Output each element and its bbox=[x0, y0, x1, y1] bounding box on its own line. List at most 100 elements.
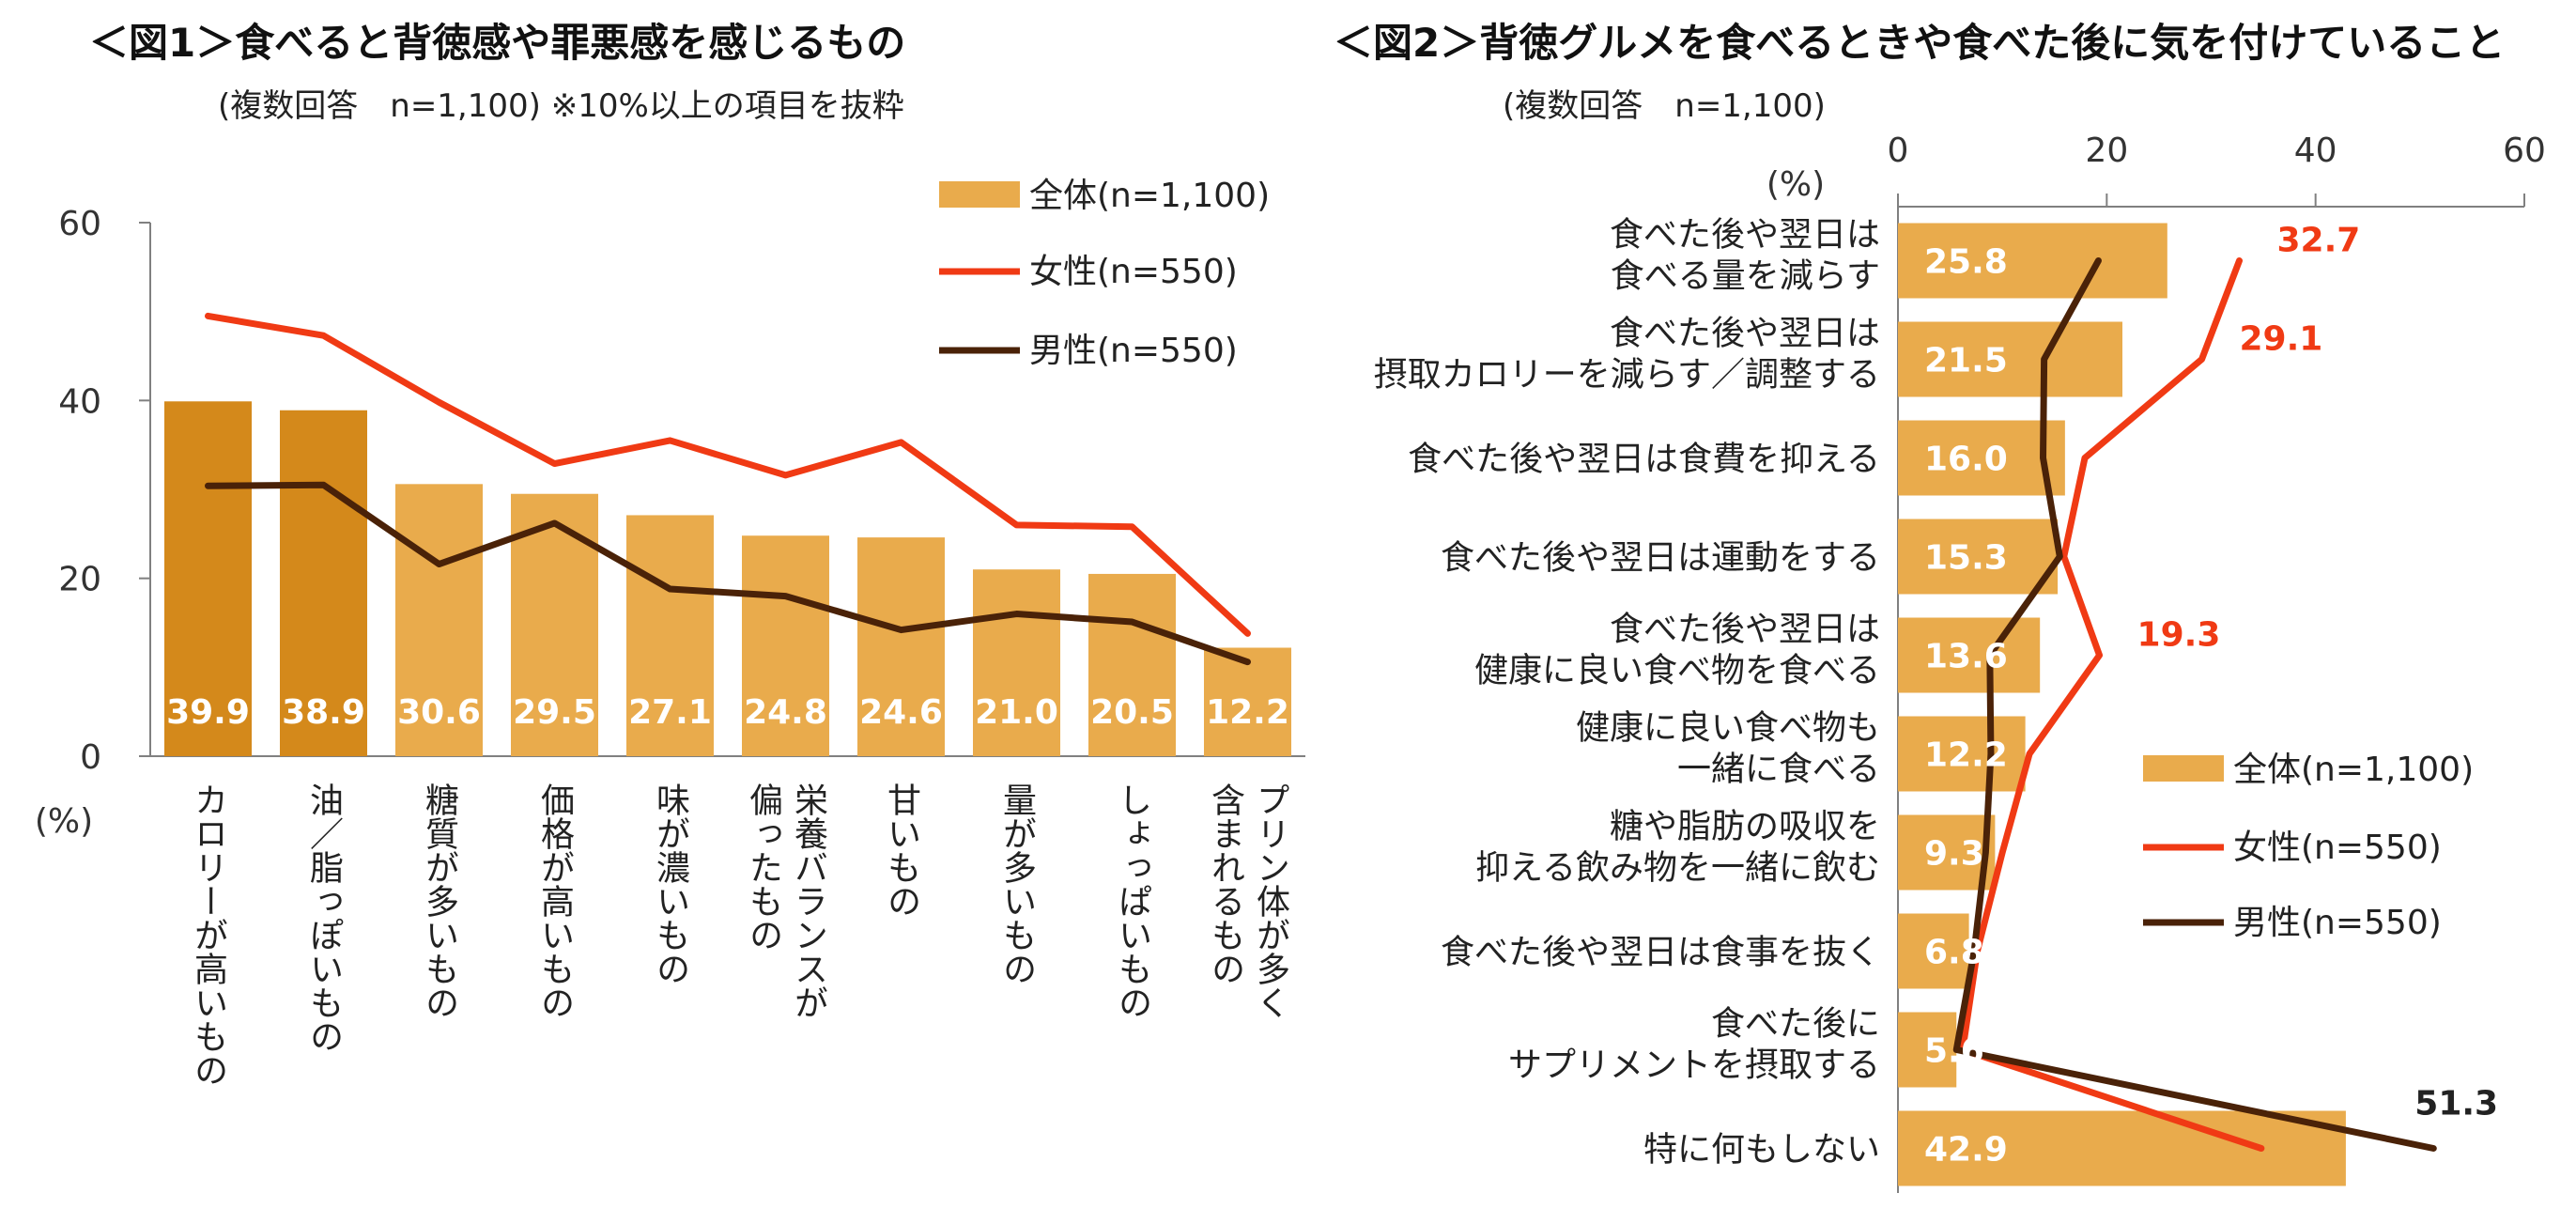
y-tick-label: 20 bbox=[58, 561, 101, 599]
category-label: 栄養バランスが bbox=[789, 782, 827, 1019]
y-tick-label: 60 bbox=[58, 205, 101, 243]
category-label: しょっぱいもの bbox=[1113, 782, 1151, 1019]
bar bbox=[1898, 519, 2059, 595]
category-label: カロリーが高いもの bbox=[189, 782, 227, 1087]
line-value-annotation: 19.3 bbox=[2137, 616, 2221, 655]
x-tick-label: 40 bbox=[2294, 132, 2337, 170]
bar bbox=[1898, 913, 1969, 989]
bar-value-label: 6.8 bbox=[1924, 934, 1984, 972]
figure-2-x-unit: (%) bbox=[1766, 165, 1825, 204]
legend-label-female: 女性(n=550) bbox=[2233, 829, 2442, 867]
bar-value-label: 39.9 bbox=[166, 693, 250, 732]
legend-label-total: 全体(n=1,100) bbox=[2233, 751, 2474, 789]
figure-2-title: ＜図2＞背徳グルメを食べるときや食べた後に気を付けていること bbox=[1334, 20, 2505, 66]
bar-value-label: 29.5 bbox=[513, 693, 596, 732]
bar bbox=[164, 401, 252, 756]
y-tick-label: 40 bbox=[58, 382, 101, 421]
category-label: 健康に良い食べ物を食べる bbox=[1474, 652, 1880, 690]
x-tick-label: 20 bbox=[2085, 132, 2128, 170]
bar bbox=[1204, 647, 1291, 756]
figure-2-subtitle: (複数回答 n=1,100) bbox=[1503, 87, 1826, 125]
bar bbox=[395, 484, 483, 756]
bar bbox=[973, 569, 1060, 756]
legend-label-male: 男性(n=550) bbox=[1029, 332, 1238, 370]
category-label: 一緒に食べる bbox=[1677, 751, 1880, 789]
bar bbox=[742, 535, 829, 756]
bar-value-label: 21.5 bbox=[1924, 342, 2008, 380]
figure-1-subtitle: (複数回答 n=1,100) ※10%以上の項目を抜粋 bbox=[218, 87, 904, 125]
category-label: 抑える飲み物を一緒に飲む bbox=[1475, 849, 1880, 888]
bar bbox=[1898, 617, 2041, 693]
bar-value-label: 20.5 bbox=[1090, 693, 1174, 732]
x-tick-label: 60 bbox=[2503, 132, 2546, 170]
category-label: 量が多いもの bbox=[997, 782, 1036, 985]
bar-value-label: 25.8 bbox=[1924, 243, 2008, 282]
legend-label-total: 全体(n=1,100) bbox=[1029, 177, 1270, 215]
category-label: 味が濃いもの bbox=[651, 782, 689, 985]
y-tick-label: 0 bbox=[80, 738, 101, 777]
bar-value-label: 27.1 bbox=[628, 693, 712, 732]
bar-value-label: 30.6 bbox=[397, 693, 481, 732]
male-series-line bbox=[1952, 257, 2437, 1152]
figure-2-chart: ＜図2＞背徳グルメを食べるときや食べた後に気を付けていること (複数回答 n=1… bbox=[1334, 20, 2546, 1193]
category-label: 価格が高いもの bbox=[535, 782, 575, 1019]
legend-label-male: 男性(n=550) bbox=[2233, 904, 2442, 942]
x-tick-label: 0 bbox=[1888, 132, 1909, 170]
category-label: 食べた後に bbox=[1711, 1005, 1880, 1044]
bar-value-label: 5.6 bbox=[1924, 1032, 1984, 1071]
female-series-line bbox=[1959, 257, 2265, 1152]
line-value-annotation: 29.1 bbox=[2239, 320, 2322, 359]
category-label: 糖質が多いもの bbox=[420, 782, 458, 1019]
bar-value-label: 38.9 bbox=[282, 693, 365, 732]
category-label: 健康に良い食べ物も bbox=[1576, 709, 1880, 748]
bar-value-label: 21.0 bbox=[975, 693, 1058, 732]
category-label: 偏ったもの bbox=[744, 782, 782, 952]
bar-value-label: 9.3 bbox=[1924, 835, 1984, 874]
legend-swatch-total bbox=[939, 181, 1020, 208]
category-label: プリン体が多く bbox=[1251, 782, 1289, 1019]
bar bbox=[857, 537, 945, 756]
category-label: 油／脂っぽいもの bbox=[304, 782, 344, 1053]
bar bbox=[1898, 1110, 2346, 1186]
category-label: 甘いもの bbox=[882, 782, 920, 918]
legend-swatch-total bbox=[2143, 755, 2224, 782]
category-label: 摂取カロリーを減らす／調整する bbox=[1374, 356, 1880, 395]
female-series-line bbox=[205, 312, 1251, 637]
bar-value-label: 15.3 bbox=[1924, 539, 2008, 578]
figure-1-legend: 全体(n=1,100) 女性(n=550) 男性(n=550) bbox=[939, 177, 1270, 370]
category-label: 糖や脂肪の吸収を bbox=[1610, 808, 1880, 846]
category-label: 食べた後や翌日は運動をする bbox=[1441, 539, 1880, 578]
bar bbox=[1898, 420, 2065, 496]
bar-value-label: 12.2 bbox=[1206, 693, 1289, 732]
figure-1-y-unit: (%) bbox=[35, 802, 93, 841]
figure-1-chart: ＜図1＞食べると背徳感や罪悪感を感じるもの (複数回答 n=1,100) ※10… bbox=[35, 20, 1305, 1087]
category-label: 特に何もしない bbox=[1643, 1131, 1880, 1170]
bar bbox=[626, 515, 714, 756]
bar bbox=[1898, 814, 1996, 891]
bar-value-label: 42.9 bbox=[1924, 1131, 2008, 1170]
bar bbox=[1898, 1012, 1957, 1088]
line-value-annotation: 51.3 bbox=[2414, 1085, 2498, 1123]
category-label: 含まれるもの bbox=[1206, 782, 1244, 985]
category-label: 食べた後や翌日は bbox=[1610, 216, 1880, 255]
bar-value-label: 12.2 bbox=[1924, 736, 2008, 775]
category-label: 食べた後や翌日は bbox=[1610, 315, 1880, 353]
bar bbox=[1898, 223, 2167, 299]
category-label: 食べた後や翌日は食事を抜く bbox=[1441, 934, 1880, 972]
bar-value-label: 13.6 bbox=[1924, 638, 2008, 676]
bar-value-label: 24.6 bbox=[859, 693, 943, 732]
figure-1-title: ＜図1＞食べると背徳感や罪悪感を感じるもの bbox=[89, 20, 905, 66]
bar bbox=[1898, 716, 2026, 792]
category-label: 食べた後や翌日は bbox=[1610, 611, 1880, 649]
line-value-annotation: 32.7 bbox=[2277, 222, 2361, 260]
bar bbox=[1898, 321, 2123, 397]
category-label: 食べる量を減らす bbox=[1611, 257, 1880, 296]
bar bbox=[1088, 573, 1176, 756]
legend-label-female: 女性(n=550) bbox=[1029, 253, 1238, 291]
figure-2-legend: 全体(n=1,100) 女性(n=550) 男性(n=550) bbox=[2143, 751, 2474, 942]
bar bbox=[280, 410, 367, 756]
male-series-line bbox=[205, 481, 1251, 666]
bar-value-label: 16.0 bbox=[1924, 441, 2008, 479]
category-label: 食べた後や翌日は食費を抑える bbox=[1408, 441, 1880, 479]
